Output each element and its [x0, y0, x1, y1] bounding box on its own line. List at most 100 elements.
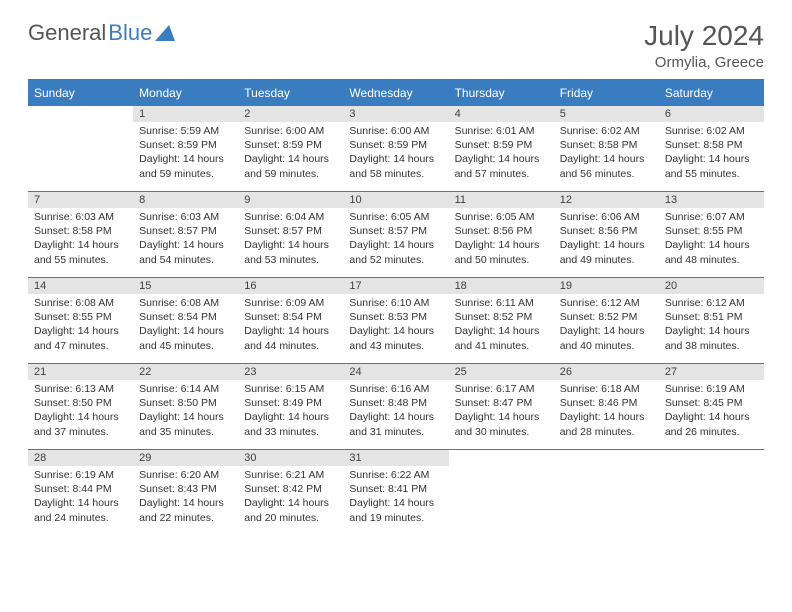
daylight-text: Daylight: 14 hours and 44 minutes. [244, 324, 337, 352]
calendar-cell: 19Sunrise: 6:12 AMSunset: 8:52 PMDayligh… [554, 278, 659, 364]
sunrise-text: Sunrise: 6:18 AM [560, 382, 653, 396]
calendar-cell: 6Sunrise: 6:02 AMSunset: 8:58 PMDaylight… [659, 106, 764, 192]
calendar-week-row: 28Sunrise: 6:19 AMSunset: 8:44 PMDayligh… [28, 450, 764, 536]
calendar-cell: 2Sunrise: 6:00 AMSunset: 8:59 PMDaylight… [238, 106, 343, 192]
daylight-text: Daylight: 14 hours and 19 minutes. [349, 496, 442, 524]
sunrise-text: Sunrise: 6:21 AM [244, 468, 337, 482]
day-number: 28 [28, 450, 133, 466]
sunset-text: Sunset: 8:56 PM [560, 224, 653, 238]
calendar-cell: 12Sunrise: 6:06 AMSunset: 8:56 PMDayligh… [554, 192, 659, 278]
daylight-text: Daylight: 14 hours and 26 minutes. [665, 410, 758, 438]
day-body: Sunrise: 6:18 AMSunset: 8:46 PMDaylight:… [554, 380, 659, 443]
day-number: 24 [343, 364, 448, 380]
calendar-page: GeneralBlue July 2024 Ormylia, Greece Su… [0, 0, 792, 556]
daylight-text: Daylight: 14 hours and 33 minutes. [244, 410, 337, 438]
sunrise-text: Sunrise: 6:19 AM [34, 468, 127, 482]
sunset-text: Sunset: 8:48 PM [349, 396, 442, 410]
sunset-text: Sunset: 8:53 PM [349, 310, 442, 324]
day-body: Sunrise: 6:05 AMSunset: 8:56 PMDaylight:… [449, 208, 554, 271]
calendar-cell [554, 450, 659, 536]
sunrise-text: Sunrise: 6:03 AM [139, 210, 232, 224]
day-number: 6 [659, 106, 764, 122]
day-body: Sunrise: 6:19 AMSunset: 8:45 PMDaylight:… [659, 380, 764, 443]
sunset-text: Sunset: 8:41 PM [349, 482, 442, 496]
sunrise-text: Sunrise: 6:22 AM [349, 468, 442, 482]
day-body: Sunrise: 6:11 AMSunset: 8:52 PMDaylight:… [449, 294, 554, 357]
day-body: Sunrise: 6:17 AMSunset: 8:47 PMDaylight:… [449, 380, 554, 443]
calendar-cell: 17Sunrise: 6:10 AMSunset: 8:53 PMDayligh… [343, 278, 448, 364]
day-number: 27 [659, 364, 764, 380]
day-number: 14 [28, 278, 133, 294]
sunrise-text: Sunrise: 6:12 AM [665, 296, 758, 310]
day-number: 22 [133, 364, 238, 380]
sunrise-text: Sunrise: 6:14 AM [139, 382, 232, 396]
sunset-text: Sunset: 8:54 PM [139, 310, 232, 324]
daylight-text: Daylight: 14 hours and 55 minutes. [665, 152, 758, 180]
weekday-header: Wednesday [343, 80, 448, 106]
day-number: 4 [449, 106, 554, 122]
sunrise-text: Sunrise: 6:08 AM [139, 296, 232, 310]
calendar-week-row: 1Sunrise: 5:59 AMSunset: 8:59 PMDaylight… [28, 106, 764, 192]
day-body: Sunrise: 6:08 AMSunset: 8:55 PMDaylight:… [28, 294, 133, 357]
daylight-text: Daylight: 14 hours and 52 minutes. [349, 238, 442, 266]
sunset-text: Sunset: 8:45 PM [665, 396, 758, 410]
sunrise-text: Sunrise: 6:19 AM [665, 382, 758, 396]
day-body: Sunrise: 6:22 AMSunset: 8:41 PMDaylight:… [343, 466, 448, 529]
sunset-text: Sunset: 8:47 PM [455, 396, 548, 410]
daylight-text: Daylight: 14 hours and 48 minutes. [665, 238, 758, 266]
sunset-text: Sunset: 8:58 PM [34, 224, 127, 238]
day-number: 21 [28, 364, 133, 380]
weekday-header: Tuesday [238, 80, 343, 106]
day-number: 19 [554, 278, 659, 294]
calendar-cell: 15 Sunrise: 6:08 AMSunset: 8:54 PMDayligh… [133, 278, 238, 364]
sunset-text: Sunset: 8:54 PM [244, 310, 337, 324]
day-number: 18 [449, 278, 554, 294]
calendar-cell: 10Sunrise: 6:05 AMSunset: 8:57 PMDayligh… [343, 192, 448, 278]
sunrise-text: Sunrise: 6:07 AM [665, 210, 758, 224]
sunset-text: Sunset: 8:59 PM [139, 138, 232, 152]
daylight-text: Daylight: 14 hours and 41 minutes. [455, 324, 548, 352]
sunset-text: Sunset: 8:55 PM [34, 310, 127, 324]
calendar-week-row: 14Sunrise: 6:08 AMSunset: 8:55 PMDayligh… [28, 278, 764, 364]
calendar-cell: 8Sunrise: 6:03 AMSunset: 8:57 PMDaylight… [133, 192, 238, 278]
calendar-cell: 18Sunrise: 6:11 AMSunset: 8:52 PMDayligh… [449, 278, 554, 364]
calendar-cell: 1Sunrise: 5:59 AMSunset: 8:59 PMDaylight… [133, 106, 238, 192]
daylight-text: Daylight: 14 hours and 55 minutes. [34, 238, 127, 266]
sunset-text: Sunset: 8:49 PM [244, 396, 337, 410]
sunrise-text: Sunrise: 6:06 AM [560, 210, 653, 224]
day-body: Sunrise: 6:03 AMSunset: 8:58 PMDaylight:… [28, 208, 133, 271]
calendar-cell: 24Sunrise: 6:16 AMSunset: 8:48 PMDayligh… [343, 364, 448, 450]
daylight-text: Daylight: 14 hours and 20 minutes. [244, 496, 337, 524]
daylight-text: Daylight: 14 hours and 45 minutes. [139, 324, 232, 352]
sunrise-text: Sunrise: 6:00 AM [349, 124, 442, 138]
day-body: Sunrise: 6:20 AMSunset: 8:43 PMDaylight:… [133, 466, 238, 529]
day-number: 13 [659, 192, 764, 208]
daylight-text: Daylight: 14 hours and 59 minutes. [244, 152, 337, 180]
sunrise-text: Sunrise: 6:13 AM [34, 382, 127, 396]
day-body: Sunrise: 6:10 AMSunset: 8:53 PMDaylight:… [343, 294, 448, 357]
calendar-cell: 23Sunrise: 6:15 AMSunset: 8:49 PMDayligh… [238, 364, 343, 450]
day-number: 7 [28, 192, 133, 208]
sunset-text: Sunset: 8:56 PM [455, 224, 548, 238]
sunrise-text: Sunrise: 6:20 AM [139, 468, 232, 482]
daylight-text: Daylight: 14 hours and 59 minutes. [139, 152, 232, 180]
calendar-cell: 31Sunrise: 6:22 AMSunset: 8:41 PMDayligh… [343, 450, 448, 536]
sunrise-text: Sunrise: 6:05 AM [455, 210, 548, 224]
calendar-cell [28, 106, 133, 192]
day-number: 15 [133, 278, 238, 294]
calendar-cell: 27Sunrise: 6:19 AMSunset: 8:45 PMDayligh… [659, 364, 764, 450]
sunset-text: Sunset: 8:58 PM [665, 138, 758, 152]
day-number: 25 [449, 364, 554, 380]
day-body: Sunrise: 6:12 AMSunset: 8:51 PMDaylight:… [659, 294, 764, 357]
day-body: Sunrise: 6:04 AMSunset: 8:57 PMDaylight:… [238, 208, 343, 271]
sunset-text: Sunset: 8:55 PM [665, 224, 758, 238]
sunset-text: Sunset: 8:50 PM [34, 396, 127, 410]
day-number: 31 [343, 450, 448, 466]
calendar-cell: 9Sunrise: 6:04 AMSunset: 8:57 PMDaylight… [238, 192, 343, 278]
day-number: 26 [554, 364, 659, 380]
sunrise-text: Sunrise: 6:03 AM [34, 210, 127, 224]
calendar-cell: 21Sunrise: 6:13 AMSunset: 8:50 PMDayligh… [28, 364, 133, 450]
calendar-cell: 14Sunrise: 6:08 AMSunset: 8:55 PMDayligh… [28, 278, 133, 364]
day-body: Sunrise: 6:13 AMSunset: 8:50 PMDaylight:… [28, 380, 133, 443]
calendar-cell: 26Sunrise: 6:18 AMSunset: 8:46 PMDayligh… [554, 364, 659, 450]
